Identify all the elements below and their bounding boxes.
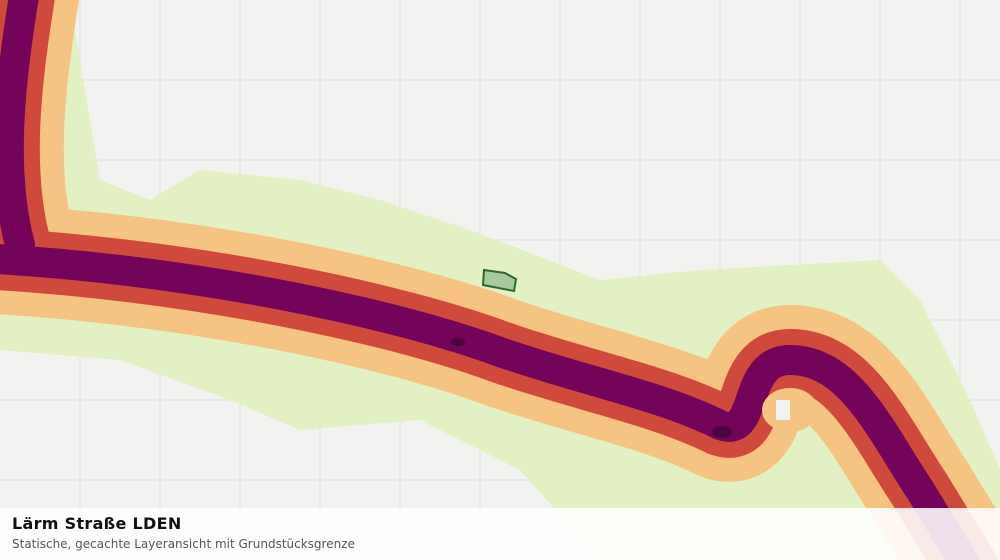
map-subtitle: Statische, gecachte Layeransicht mit Gru… [12, 537, 355, 551]
parcel-boundary [481, 268, 518, 293]
footer: Lärm Straße LDEN Statische, gecachte Lay… [0, 508, 1000, 560]
map-title: Lärm Straße LDEN [12, 514, 182, 533]
